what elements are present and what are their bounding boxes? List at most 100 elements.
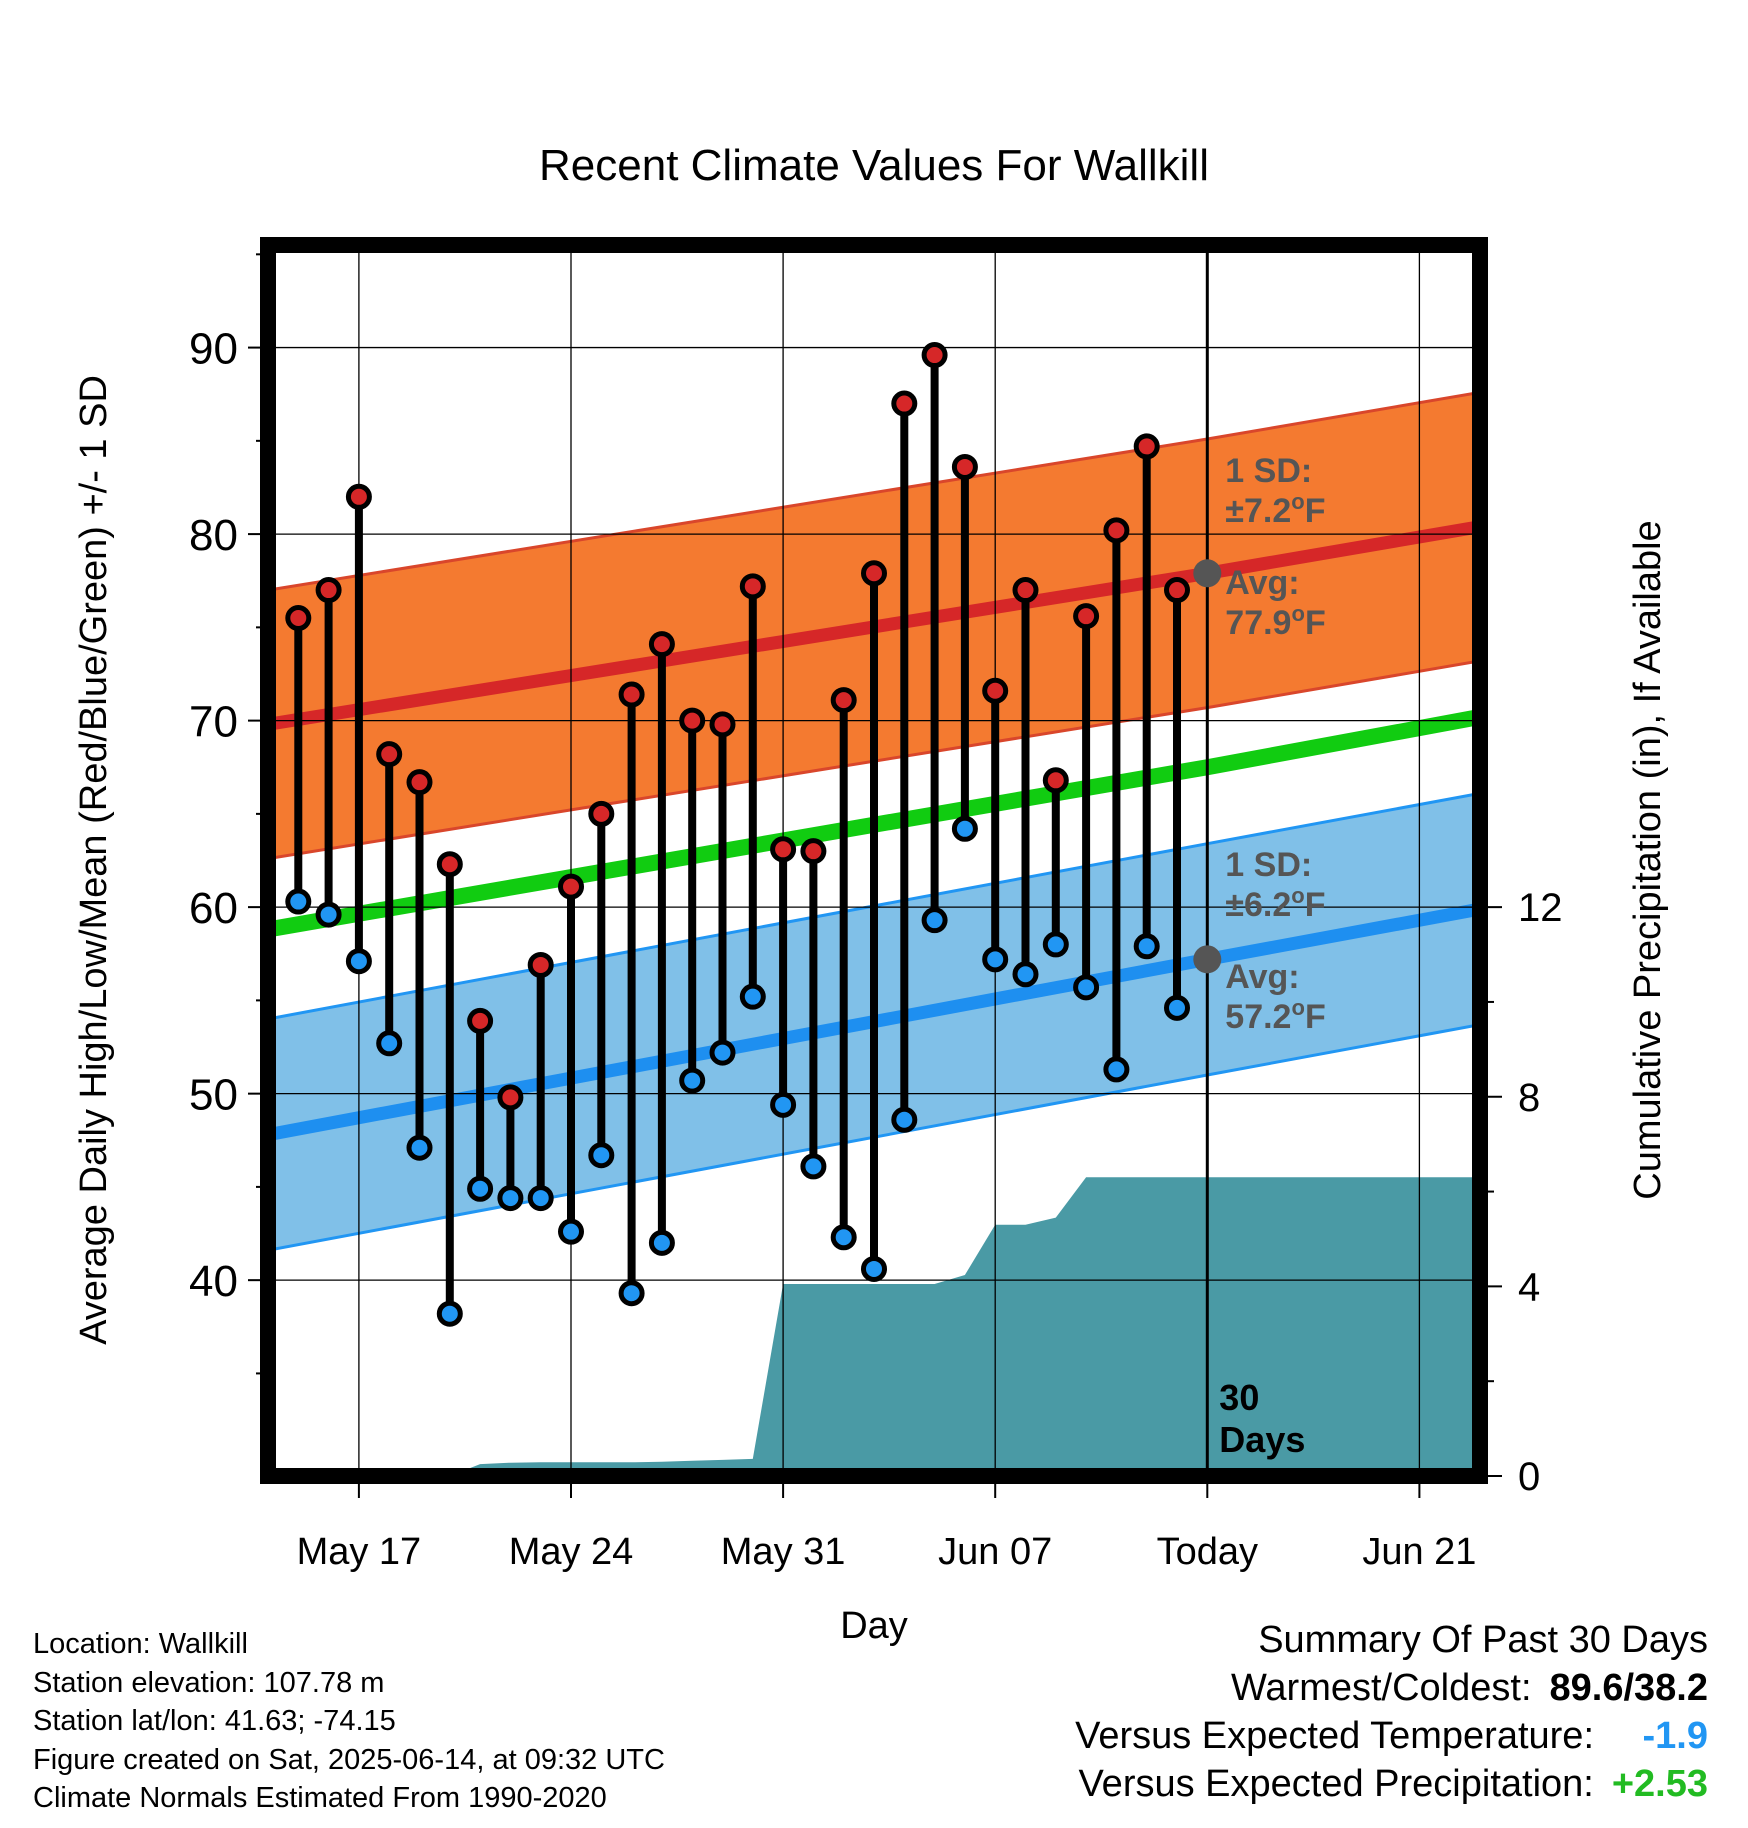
daily-low-point — [951, 815, 978, 842]
meta-elevation: Station elevation: 107.78 m — [33, 1666, 385, 1699]
daily-high-point — [1164, 577, 1190, 604]
high-annotation-avg-value: 77.9oF — [1225, 601, 1325, 642]
daily-low-point — [285, 888, 312, 915]
daily-low-point — [891, 1106, 918, 1133]
daily-high-point — [406, 769, 433, 796]
daily-low-point — [1073, 974, 1100, 1001]
summary-temp-label: Versus Expected Temperature: — [1075, 1715, 1594, 1757]
y-tick-label: 80 — [189, 511, 238, 560]
y2-tick-label: 8 — [1518, 1076, 1540, 1120]
daily-high-point — [315, 577, 342, 604]
station-metadata: Location: Wallkill Station elevation: 10… — [33, 1625, 665, 1818]
daily-low-point — [679, 1067, 706, 1094]
daily-high-point — [891, 390, 918, 417]
daily-high-point — [558, 873, 584, 900]
meta-created: Figure created on Sat, 2025-06-14, at 09… — [33, 1743, 665, 1776]
low-annotation-sd-value: ±6.2oF — [1225, 883, 1325, 924]
daily-high-point — [376, 741, 403, 768]
plot-frame — [260, 237, 1488, 1484]
today-avg-low-marker — [1193, 945, 1222, 974]
y-tick-label: 50 — [189, 1071, 238, 1120]
daily-low-point — [648, 1229, 675, 1256]
x-tick-label: May 24 — [509, 1531, 634, 1573]
daily-high-point — [921, 342, 948, 369]
daily-high-point — [830, 687, 857, 714]
summary-panel: Summary Of Past 30 Days Warmest/Coldest:… — [1075, 1616, 1708, 1808]
daily-low-point — [770, 1091, 797, 1118]
daily-low-point — [861, 1255, 887, 1282]
daily-high-point — [345, 483, 372, 510]
y-tick-label: 90 — [189, 325, 238, 374]
daily-low-point — [1164, 994, 1190, 1021]
summary-temp-row: Versus Expected Temperature: -1.9 — [1075, 1712, 1708, 1760]
daily-low-point — [527, 1185, 554, 1212]
daily-high-point — [1042, 767, 1069, 794]
daily-low-point — [982, 946, 1009, 973]
daily-high-point — [739, 573, 766, 600]
daily-low-point — [497, 1185, 524, 1212]
daily-low-point — [800, 1153, 827, 1180]
daily-high-point — [618, 681, 645, 708]
daily-high-point — [497, 1084, 524, 1111]
daily-low-point — [436, 1300, 463, 1327]
daily-low-point — [1012, 961, 1039, 988]
daily-low-point — [558, 1218, 584, 1245]
daily-high-point — [679, 707, 706, 734]
y-tick-label: 60 — [189, 884, 238, 933]
daily-low-point — [1103, 1056, 1130, 1083]
y2-tick-label: 4 — [1518, 1265, 1540, 1309]
daily-low-point — [921, 907, 948, 934]
daily-low-point — [1133, 933, 1160, 960]
daily-high-point — [1073, 603, 1100, 630]
x-axis-label: Day — [840, 1605, 908, 1647]
daily-low-point — [345, 948, 372, 975]
daily-high-point — [982, 677, 1009, 704]
daily-high-point — [861, 560, 887, 587]
days-label-number: 30 — [1219, 1377, 1259, 1418]
summary-warmest-row: Warmest/Coldest: 89.6/38.2 — [1075, 1664, 1708, 1712]
daily-high-point — [648, 631, 675, 658]
low-annotation-avg-label: Avg: — [1225, 958, 1299, 996]
low-annotation-sd-label: 1 SD: — [1225, 846, 1312, 884]
today-avg-high-marker — [1193, 559, 1222, 588]
x-tick-label: May 17 — [297, 1531, 422, 1573]
daily-high-point — [770, 836, 797, 863]
daily-low-point — [315, 901, 342, 928]
y2-tick-label: 0 — [1518, 1455, 1540, 1499]
daily-high-point — [1012, 577, 1039, 604]
daily-low-point — [406, 1134, 433, 1161]
daily-low-point — [739, 983, 766, 1010]
precip-area — [449, 1177, 1480, 1476]
chart-title: Recent Climate Values For Wallkill — [539, 141, 1209, 190]
high-annotation-sd-value: ±7.2oF — [1225, 489, 1325, 530]
summary-temp-value: -1.9 — [1642, 1715, 1708, 1757]
x-tick-label: Jun 07 — [938, 1531, 1052, 1573]
meta-location: Location: Wallkill — [33, 1628, 248, 1660]
meta-normals: Climate Normals Estimated From 1990-2020 — [33, 1782, 607, 1814]
daily-high-point — [951, 453, 978, 480]
meta-latlon: Station lat/lon: 41.63; -74.15 — [33, 1705, 396, 1737]
daily-low-point — [618, 1280, 645, 1307]
daily-high-point — [467, 1007, 494, 1034]
x-tick-label: May 31 — [721, 1531, 846, 1573]
high-annotation-sd-label: 1 SD: — [1225, 452, 1312, 490]
days-label-word: Days — [1219, 1419, 1305, 1460]
summary-warmest-value: 89.6/38.2 — [1549, 1667, 1708, 1709]
x-tick-label: Today — [1157, 1531, 1258, 1573]
daily-high-point — [709, 711, 736, 738]
summary-precip-row: Versus Expected Precipitation: +2.53 — [1075, 1760, 1708, 1808]
daily-low-point — [709, 1039, 736, 1066]
x-tick-label: Jun 21 — [1362, 1531, 1476, 1573]
daily-low-point — [830, 1224, 857, 1251]
daily-high-point — [1103, 517, 1130, 544]
daily-high-point — [800, 838, 827, 865]
daily-high-point — [1133, 433, 1160, 460]
y2-tick-label: 12 — [1518, 886, 1563, 930]
daily-high-point — [527, 951, 554, 978]
daily-low-point — [376, 1030, 403, 1057]
daily-low-point — [1042, 931, 1069, 958]
summary-warmest-label: Warmest/Coldest: — [1230, 1667, 1532, 1709]
